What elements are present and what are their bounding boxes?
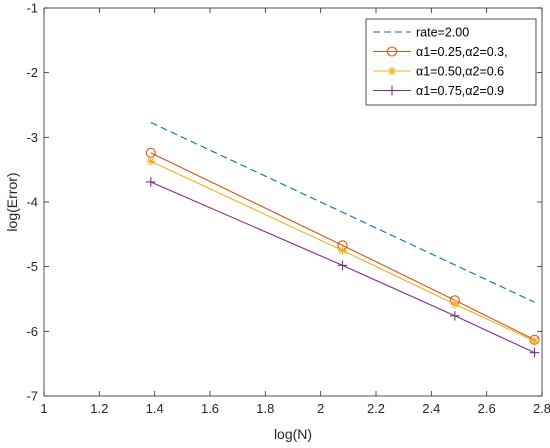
legend-marker-2 <box>387 66 397 76</box>
series-0-line <box>150 121 535 303</box>
series-2-point-1-stroke-3 <box>338 246 347 255</box>
series-2 <box>146 156 540 346</box>
x-tick-label-0: 1 <box>40 401 47 416</box>
legend-label-2: α1=0.50,α2=0.6 <box>416 65 504 79</box>
y-tick-label-1: -6 <box>26 324 38 339</box>
series-2-point-2-stroke-3 <box>451 300 459 308</box>
y-tick-label-2: -5 <box>26 259 38 274</box>
y-tick-label-5: -2 <box>26 65 38 80</box>
legend: rate=2.00 α1=0.25,α2=0.3, α1=0.50,α2=0.6 α1… <box>365 18 537 106</box>
series-3-point-3 <box>529 347 540 358</box>
legend-marker-3 <box>387 85 397 96</box>
x-axis-label: log(N) <box>274 426 312 442</box>
x-tick-label-5: 2 <box>317 401 324 416</box>
y-tick-label-0: -7 <box>26 389 38 404</box>
series-2-point-0 <box>146 156 156 166</box>
x-tick-label-2: 1.4 <box>146 401 164 416</box>
series-2-point-3 <box>530 336 540 346</box>
x-tick-label-3: 1.6 <box>201 401 219 416</box>
series-3-point-0 <box>145 177 156 187</box>
x-tick-label-9: 2.8 <box>533 401 550 416</box>
series-2-point-3-stroke-3 <box>530 337 539 345</box>
y-axis-label: log(Error) <box>4 172 20 231</box>
series-1-line <box>150 152 535 341</box>
series-2-point-0-stroke-3 <box>147 157 155 165</box>
y-tick-label-3: -4 <box>26 195 38 210</box>
legend-marker-2-stroke-3 <box>388 67 396 75</box>
axes-group: 1 1.2 1.4 1.6 1.8 2 2.2 2.4 2.6 2.8 -7 -6 -5 -4 -3 -2 -1 <box>26 1 550 417</box>
x-tick-label-1: 1.2 <box>90 401 108 416</box>
y-tick-label-4: -3 <box>26 130 38 145</box>
series-2-point-2 <box>450 299 460 309</box>
x-tick-label-8: 2.6 <box>478 401 496 416</box>
x-tick-label-6: 2.2 <box>367 401 385 416</box>
series-3-point-2 <box>450 311 460 321</box>
series-group <box>145 121 540 358</box>
legend-label-0: rate=2.00 <box>416 26 469 40</box>
series-2-point-1 <box>338 246 348 255</box>
series-3 <box>145 177 540 358</box>
y-tick-label-6: -1 <box>26 1 38 16</box>
x-tick-label-7: 2.4 <box>422 401 440 416</box>
series-3-line <box>150 181 535 354</box>
legend-label-3: α1=0.75,α2=0.9 <box>416 84 504 98</box>
series-2-line <box>150 160 535 342</box>
x-tick-label-4: 1.8 <box>256 401 274 416</box>
series-3-point-1 <box>337 260 348 271</box>
legend-label-1: α1=0.25,α2=0.3, <box>416 45 508 59</box>
series-0 <box>150 121 535 303</box>
legend-marker-1 <box>386 46 398 57</box>
